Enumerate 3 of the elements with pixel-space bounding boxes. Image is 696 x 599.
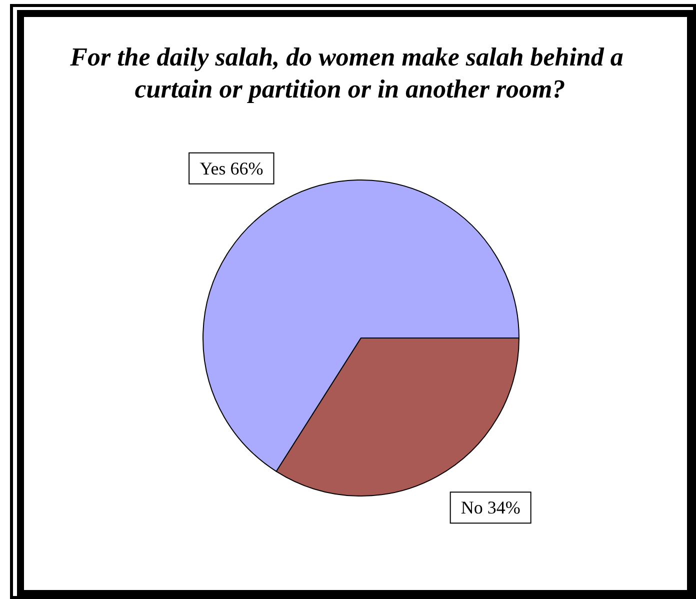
chart-title: For the daily salah, do women make salah behind a curtain or partition or in another room? — [69, 42, 630, 104]
slice-label: No 34% — [460, 498, 520, 518]
slice-label: Yes 66% — [200, 158, 264, 178]
